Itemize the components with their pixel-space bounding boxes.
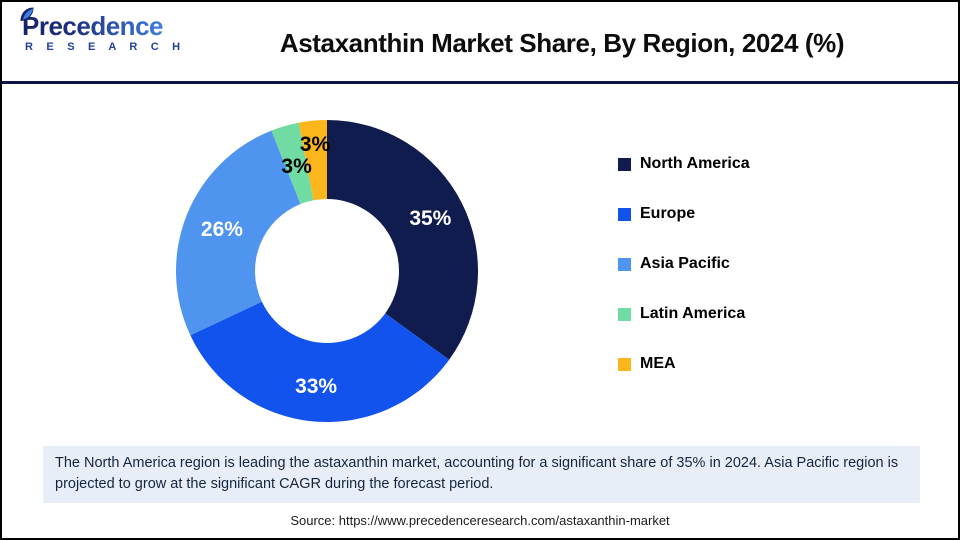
- legend-item-mea: MEA: [618, 352, 750, 376]
- donut-label-latin-america: 3%: [281, 155, 312, 178]
- legend: North America Europe Asia Pacific Latin …: [618, 152, 750, 402]
- precedence-research-logo: Precedence R E S E A R C H: [20, 7, 212, 54]
- donut-label-mea: 3%: [300, 133, 331, 156]
- logo-subname: R E S E A R C H: [25, 41, 186, 54]
- logo-wordmark: Precedence: [20, 7, 163, 41]
- donut-segment-asia-pacific: [176, 130, 301, 336]
- source-line: Source: https://www.precedenceresearch.c…: [290, 513, 670, 528]
- leaf-icon: [20, 7, 34, 21]
- donut-chart: 35% 33% 26% 3%3%: [176, 120, 478, 422]
- donut-segment-latin-america: [271, 122, 314, 205]
- legend-item-latin-america: Latin America: [618, 302, 750, 326]
- donut-segment-europe: [190, 301, 450, 422]
- legend-item-asia-pacific: Asia Pacific: [618, 252, 750, 276]
- donut-label-north-america: 35%: [409, 207, 451, 230]
- legend-label: Latin America: [640, 305, 746, 322]
- legend-label: Asia Pacific: [640, 255, 730, 272]
- legend-label: MEA: [640, 355, 676, 372]
- logo-name: Precedence: [22, 11, 163, 41]
- legend-swatch-latin-america: [618, 307, 631, 321]
- donut-label-europe: 33%: [295, 375, 337, 398]
- legend-swatch-north-america: [618, 157, 631, 171]
- donut-label-asia-pacific: 26%: [201, 218, 243, 241]
- donut-segment-mea: [298, 120, 327, 201]
- legend-label: Europe: [640, 205, 696, 222]
- legend-swatch-asia-pacific: [618, 257, 631, 271]
- legend-item-europe: Europe: [618, 202, 750, 226]
- legend-item-north-america: North America: [618, 152, 750, 176]
- legend-swatch-mea: [618, 357, 631, 371]
- header: Precedence R E S E A R C H Astaxanthin M…: [2, 2, 958, 84]
- legend-swatch-europe: [618, 207, 631, 221]
- legend-label: North America: [640, 155, 750, 172]
- summary-note: The North America region is leading the …: [43, 446, 920, 504]
- donut-segment-north-america: [327, 120, 478, 360]
- page-title: Astaxanthin Market Share, By Region, 202…: [279, 28, 845, 58]
